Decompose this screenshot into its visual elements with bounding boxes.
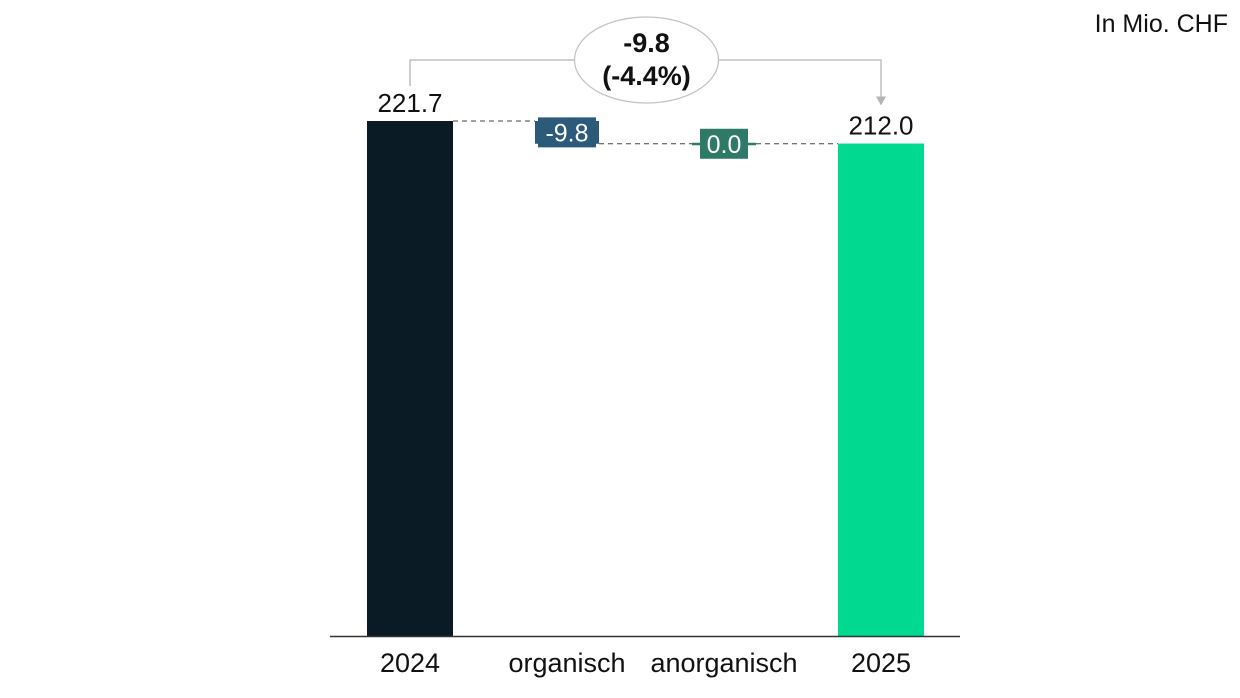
value-label-2025: 212.0: [848, 111, 913, 141]
unit-label: In Mio. CHF: [1094, 10, 1228, 38]
value-label-2024: 221.7: [377, 88, 442, 118]
value-labels: 221.7 -9.8 0.0 212.0: [377, 88, 913, 159]
value-label-organisch: -9.8: [545, 119, 588, 147]
x-axis: 2024 organisch anorganisch 2025: [330, 635, 960, 678]
category-label-2024: 2024: [380, 648, 440, 678]
annotation-arrow-icon: [876, 96, 886, 106]
category-label-anorganisch: anorganisch: [650, 648, 797, 678]
category-label-2025: 2025: [851, 648, 911, 678]
category-label-organisch: organisch: [508, 648, 625, 678]
annotation-percent: (-4.4%): [602, 61, 691, 91]
bars: [367, 117, 924, 636]
change-annotation: -9.8(-4.4%): [409, 16, 886, 106]
bar-2025: [838, 143, 924, 636]
connector-lines: [453, 120, 838, 145]
label-box-organisch: [538, 117, 596, 148]
bar-2024: [367, 121, 453, 636]
annotation-value: -9.8: [623, 28, 670, 58]
annotation-ellipse: [573, 16, 720, 104]
value-label-anorganisch: 0.0: [707, 131, 742, 159]
